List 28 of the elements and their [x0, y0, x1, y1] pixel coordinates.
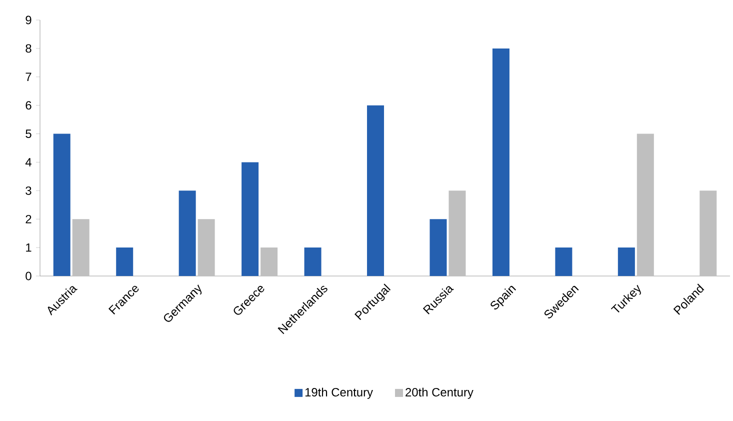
bar [555, 248, 572, 276]
bar [116, 248, 134, 276]
bar [304, 248, 322, 276]
legend-label: 20th Century [406, 388, 474, 399]
bar [198, 219, 215, 276]
legend-label: 19th Century [305, 388, 373, 399]
bar [260, 248, 278, 276]
bar [72, 219, 90, 276]
y-tick-label: 5 [26, 130, 32, 138]
y-tick-label: 9 [26, 16, 32, 24]
bar [367, 105, 384, 276]
y-tick-label: 3 [26, 186, 32, 195]
y-tick-label: 6 [26, 101, 32, 110]
y-tick-label: 0 [26, 272, 32, 280]
bar [448, 190, 466, 276]
bar [178, 190, 196, 276]
y-tick-label: 7 [26, 72, 32, 81]
bar [618, 248, 635, 276]
bar [700, 190, 717, 276]
bar [53, 134, 70, 276]
y-tick-label: 1 [26, 243, 32, 252]
bar [242, 162, 259, 276]
y-tick-label: 4 [25, 158, 32, 166]
bar [430, 219, 447, 276]
bar [636, 134, 654, 276]
bar [492, 48, 510, 276]
y-tick-label: 8 [26, 44, 32, 53]
y-tick-label: 2 [26, 214, 32, 224]
